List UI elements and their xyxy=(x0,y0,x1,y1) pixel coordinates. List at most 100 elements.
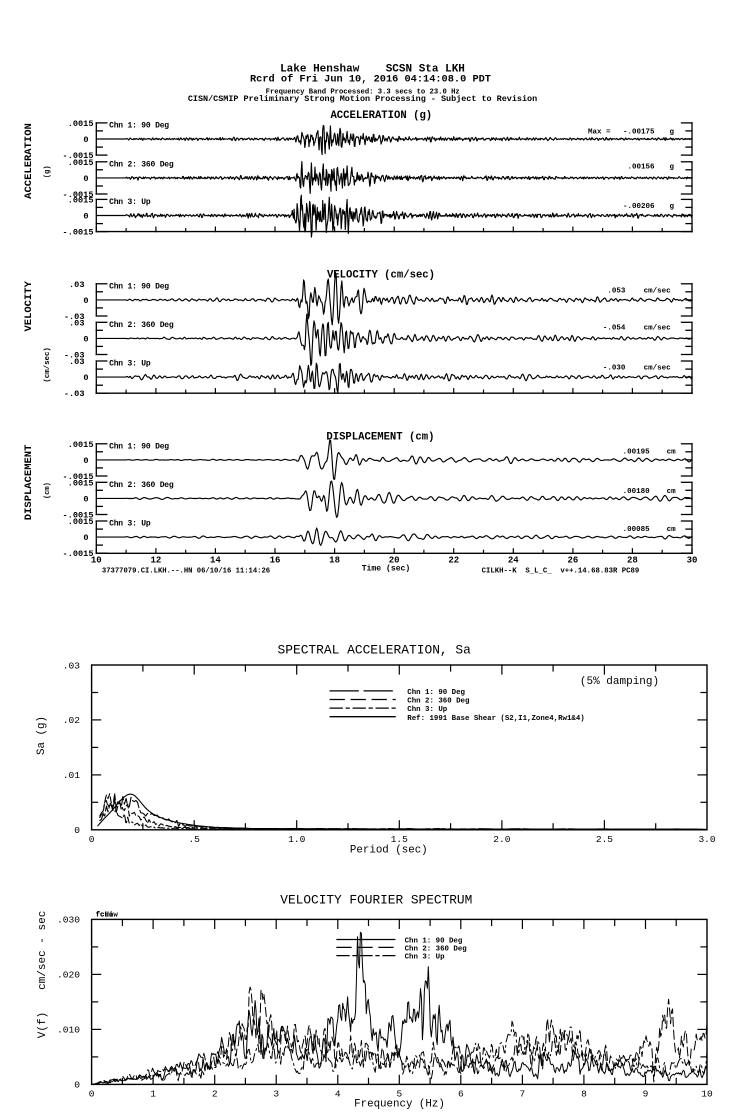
svg-text:0: 0 xyxy=(83,533,88,543)
svg-text:0: 0 xyxy=(74,1080,80,1091)
svg-text:-.0015: -.0015 xyxy=(63,472,94,482)
svg-text:g: g xyxy=(670,203,675,211)
svg-text:0: 0 xyxy=(83,174,88,184)
svg-text:Ref: 1991 Base Shear (S2,I1,Zo: Ref: 1991 Base Shear (S2,I1,Zone4,Rw1&4) xyxy=(407,715,584,723)
svg-text:-.00206: -.00206 xyxy=(623,203,655,211)
svg-text:Lake Henshaw SCSN Sta LKH: Lake Henshaw SCSN Sta LKH xyxy=(280,64,465,76)
svg-text:0: 0 xyxy=(83,296,88,306)
svg-text:Period (sec): Period (sec) xyxy=(350,845,428,857)
svg-text:.0015: .0015 xyxy=(68,478,94,488)
svg-text:Chn 1: 90 Deg: Chn 1: 90 Deg xyxy=(407,689,465,697)
svg-text:Chn 1: 90 Deg: Chn 1: 90 Deg xyxy=(405,938,463,946)
svg-text:VELOCITY FOURIER SPECTRUM: VELOCITY FOURIER SPECTRUM xyxy=(280,893,472,908)
svg-text:-.0015: -.0015 xyxy=(63,549,94,559)
svg-text:7: 7 xyxy=(520,1089,526,1100)
svg-text:37377079.CI.LKH.--.HN 06/10/16: 37377079.CI.LKH.--.HN 06/10/16 11:14:26 xyxy=(102,568,270,576)
svg-text:0: 0 xyxy=(83,494,88,504)
svg-text:.0015: .0015 xyxy=(68,440,94,450)
svg-text:.030: .030 xyxy=(57,915,80,926)
svg-text:0: 0 xyxy=(74,825,80,836)
svg-text:Chn 2: 360 Deg: Chn 2: 360 Deg xyxy=(109,481,174,490)
svg-text:26: 26 xyxy=(567,555,578,565)
svg-text:Time (sec): Time (sec) xyxy=(362,564,411,573)
svg-text:Chn 3: Up: Chn 3: Up xyxy=(109,360,151,369)
svg-text:18: 18 xyxy=(329,555,340,565)
svg-text:VELOCITY (cm/sec): VELOCITY (cm/sec) xyxy=(327,270,435,282)
svg-text:.00156: .00156 xyxy=(627,164,655,172)
svg-text:-.0015: -.0015 xyxy=(63,190,94,200)
svg-text:.010: .010 xyxy=(57,1025,80,1036)
svg-text:g: g xyxy=(670,129,675,137)
svg-text:12: 12 xyxy=(150,555,161,565)
svg-text:0: 0 xyxy=(89,1089,95,1100)
svg-text:-.0015: -.0015 xyxy=(63,228,94,238)
svg-text:.0015: .0015 xyxy=(68,517,94,527)
svg-text:10: 10 xyxy=(701,1089,713,1100)
svg-text:fcLow: fcLow xyxy=(96,912,119,920)
svg-text:2: 2 xyxy=(212,1089,218,1100)
svg-text:.0015: .0015 xyxy=(68,195,94,205)
svg-text:.0015: .0015 xyxy=(68,119,94,129)
svg-text:.02: .02 xyxy=(63,715,81,726)
svg-text:cm: cm xyxy=(667,448,677,456)
svg-text:Chn 1: 90 Deg: Chn 1: 90 Deg xyxy=(109,283,169,292)
svg-text:14: 14 xyxy=(210,555,221,565)
svg-text:cm: cm xyxy=(667,526,677,534)
svg-text:cm/sec: cm/sec xyxy=(644,325,672,333)
svg-text:1: 1 xyxy=(150,1089,156,1100)
svg-text:cm/sec - sec: cm/sec - sec xyxy=(37,911,49,990)
svg-text:Chn 3: Up: Chn 3: Up xyxy=(405,954,445,962)
svg-text:fcHi: fcHi xyxy=(96,912,114,920)
svg-text:0: 0 xyxy=(83,212,88,222)
svg-text:28: 28 xyxy=(627,555,638,565)
svg-text:Chn 2: 360 Deg: Chn 2: 360 Deg xyxy=(109,321,174,330)
svg-text:DISPLACEMENT: DISPLACEMENT xyxy=(23,445,35,521)
svg-text:Sa (g): Sa (g) xyxy=(36,716,48,755)
svg-text:Frequency Band Processed: 3.3: Frequency Band Processed: 3.3 secs to 23… xyxy=(266,88,460,96)
svg-text:DISPLACEMENT (cm): DISPLACEMENT (cm) xyxy=(326,432,434,444)
svg-text:g: g xyxy=(670,164,675,172)
svg-text:0: 0 xyxy=(83,373,88,383)
svg-text:5: 5 xyxy=(396,1089,402,1100)
svg-text:.03: .03 xyxy=(69,318,84,328)
svg-text:6: 6 xyxy=(458,1089,464,1100)
svg-text:.0015: .0015 xyxy=(68,158,94,168)
svg-text:Chn 2: 360 Deg: Chn 2: 360 Deg xyxy=(405,946,468,954)
svg-text:Chn 3: Up: Chn 3: Up xyxy=(109,198,151,207)
svg-text:22: 22 xyxy=(448,555,459,565)
svg-text:(cm): (cm) xyxy=(44,482,52,499)
svg-text:-.0015: -.0015 xyxy=(63,511,94,521)
svg-text:1.0: 1.0 xyxy=(288,834,305,845)
svg-text:.5: .5 xyxy=(188,834,200,845)
svg-text:.01: .01 xyxy=(63,770,81,781)
svg-text:cm: cm xyxy=(667,488,677,496)
svg-text:(5% damping): (5% damping) xyxy=(580,676,659,688)
svg-text:0: 0 xyxy=(83,456,88,466)
svg-text:Chn 2: 360 Deg: Chn 2: 360 Deg xyxy=(109,161,174,170)
svg-text:.00085: .00085 xyxy=(623,526,651,534)
svg-text:-.03: -.03 xyxy=(64,389,85,399)
svg-text:(g): (g) xyxy=(44,165,52,178)
svg-text:Chn 2: 360 Deg: Chn 2: 360 Deg xyxy=(407,698,470,706)
svg-text:VELOCITY: VELOCITY xyxy=(23,280,35,331)
svg-text:30: 30 xyxy=(687,555,698,565)
svg-text:8: 8 xyxy=(581,1089,587,1100)
svg-text:cm/sec: cm/sec xyxy=(644,365,672,373)
svg-text:2.5: 2.5 xyxy=(596,834,613,845)
svg-text:.03: .03 xyxy=(69,357,84,367)
svg-text:-.00175: -.00175 xyxy=(623,129,655,137)
svg-text:Chn 3: Up: Chn 3: Up xyxy=(407,706,447,714)
svg-text:cm/sec: cm/sec xyxy=(644,287,672,295)
svg-text:ACCELERATION: ACCELERATION xyxy=(23,123,35,199)
svg-text:16: 16 xyxy=(270,555,281,565)
svg-text:Chn 3: Up: Chn 3: Up xyxy=(109,520,151,529)
svg-text:Frequency (Hz): Frequency (Hz) xyxy=(354,1099,445,1111)
svg-text:CILKH--K S_L_C_ v++.14.68.83: CILKH--K S_L_C_ v++.14.68.83R PC89 xyxy=(482,567,640,575)
svg-text:9: 9 xyxy=(643,1089,649,1100)
svg-text:.053: .053 xyxy=(607,287,626,295)
svg-text:0: 0 xyxy=(83,135,88,145)
svg-text:3: 3 xyxy=(273,1089,279,1100)
svg-text:0: 0 xyxy=(89,834,95,845)
svg-text:.03: .03 xyxy=(69,280,84,290)
svg-text:-.054: -.054 xyxy=(603,325,626,333)
